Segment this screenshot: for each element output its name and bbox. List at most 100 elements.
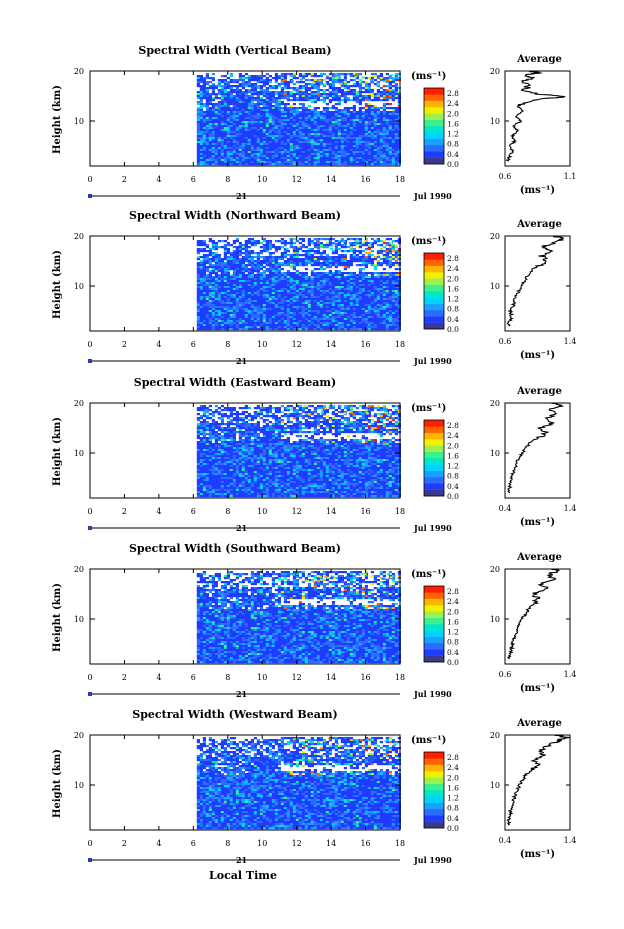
colorbar-segment bbox=[424, 649, 444, 656]
colorbar-tick-label: 1.6 bbox=[447, 784, 459, 793]
plot-frame bbox=[89, 70, 401, 167]
avg-y-tick-label: 10 bbox=[490, 781, 500, 790]
x-tick-label: 12 bbox=[292, 507, 302, 516]
avg-x-tick-label: 0.4 bbox=[499, 504, 512, 513]
x-tick-label: 2 bbox=[122, 673, 127, 682]
colorbar-segment bbox=[424, 145, 444, 152]
colorbar-tick-label: 2.0 bbox=[447, 441, 459, 450]
y-tick-label: 10 bbox=[74, 449, 84, 458]
colorbar-segment bbox=[424, 489, 444, 497]
x-tick-label: 18 bbox=[395, 175, 405, 184]
colorbar-segment bbox=[424, 432, 444, 440]
day-marker bbox=[88, 692, 92, 696]
colorbar-tick-label: 0.8 bbox=[447, 638, 459, 647]
average-profile-line bbox=[507, 402, 564, 494]
avg-x-tick-label: 0.6 bbox=[499, 337, 512, 346]
panel-3: Spectral Width (Southward Beam)1020Heigh… bbox=[52, 542, 576, 699]
x-tick-label: 14 bbox=[326, 839, 336, 848]
colorbar-segment bbox=[424, 88, 444, 95]
date-label: Jul 1990 bbox=[413, 855, 452, 865]
colorbar-segment bbox=[424, 611, 444, 618]
x-tick-label: 18 bbox=[395, 673, 405, 682]
panel-title: Spectral Width (Westward Beam) bbox=[132, 708, 337, 721]
colorbar-segment bbox=[424, 310, 444, 317]
x-tick-label: 6 bbox=[191, 673, 196, 682]
colorbar-segment bbox=[424, 655, 444, 663]
plot-frame bbox=[89, 568, 401, 665]
avg-x-tick-label: 1.4 bbox=[564, 504, 577, 513]
day-label: 21 bbox=[236, 689, 247, 699]
colorbar-tick-label: 2.0 bbox=[447, 773, 459, 782]
x-tick-label: 10 bbox=[257, 839, 267, 848]
x-tick-label: 18 bbox=[395, 839, 405, 848]
colorbar-tick-label: 2.8 bbox=[447, 254, 459, 263]
x-tick-label: 18 bbox=[395, 507, 405, 516]
average-unit-label: (ms⁻¹) bbox=[520, 350, 555, 361]
colorbar-segment bbox=[424, 119, 444, 127]
colorbar-frame bbox=[423, 252, 445, 330]
avg-y-tick-label: 10 bbox=[490, 449, 500, 458]
colorbar-segment bbox=[424, 297, 444, 304]
colorbar-segment bbox=[424, 796, 444, 803]
colorbar-unit-label: (ms⁻¹) bbox=[411, 735, 446, 746]
heatmap-cells bbox=[196, 73, 401, 166]
y-axis-label: Height (km) bbox=[52, 583, 63, 652]
x-tick-label: 6 bbox=[191, 507, 196, 516]
colorbar-segment bbox=[424, 758, 444, 765]
y-axis-label: Height (km) bbox=[52, 250, 63, 319]
colorbar-tick-label: 1.2 bbox=[447, 462, 459, 471]
date-label: Jul 1990 bbox=[413, 191, 452, 201]
date-label: Jul 1990 bbox=[413, 523, 452, 533]
day-label: 21 bbox=[236, 191, 247, 201]
average-unit-label: (ms⁻¹) bbox=[520, 185, 555, 196]
colorbar-tick-label: 1.2 bbox=[447, 794, 459, 803]
x-tick-label: 12 bbox=[292, 175, 302, 184]
avg-x-tick-label: 1.4 bbox=[564, 670, 577, 679]
average-frame bbox=[504, 70, 571, 167]
colorbar-segment bbox=[424, 802, 444, 810]
panel-1: Spectral Width (Northward Beam)1020Heigh… bbox=[52, 209, 576, 366]
colorbar-tick-label: 1.6 bbox=[447, 285, 459, 294]
colorbar-segment bbox=[424, 636, 444, 644]
colorbar-segment bbox=[424, 458, 444, 465]
colorbar-segment bbox=[424, 138, 444, 146]
average-title: Average bbox=[516, 54, 562, 65]
colorbar-tick-label: 0.0 bbox=[447, 492, 459, 501]
colorbar-segment bbox=[424, 617, 444, 625]
average-frame bbox=[504, 568, 571, 665]
x-tick-label: 10 bbox=[257, 175, 267, 184]
colorbar-tick-label: 1.6 bbox=[447, 452, 459, 461]
average-unit-label: (ms⁻¹) bbox=[520, 683, 555, 694]
date-label: Jul 1990 bbox=[413, 356, 452, 366]
day-marker bbox=[88, 858, 92, 862]
x-axis-label: Local Time bbox=[209, 869, 277, 882]
colorbar-tick-label: 1.2 bbox=[447, 130, 459, 139]
colorbar-tick-label: 0.4 bbox=[447, 482, 459, 491]
colorbar-frame bbox=[423, 419, 445, 497]
x-tick-label: 14 bbox=[326, 507, 336, 516]
x-tick-label: 4 bbox=[156, 175, 161, 184]
colorbar-tick-label: 1.6 bbox=[447, 120, 459, 129]
colorbar-segment bbox=[424, 630, 444, 637]
date-label: Jul 1990 bbox=[413, 689, 452, 699]
colorbar-segment bbox=[424, 771, 444, 778]
x-tick-label: 16 bbox=[360, 839, 370, 848]
x-tick-label: 0 bbox=[87, 673, 92, 682]
x-tick-label: 2 bbox=[122, 340, 127, 349]
x-tick-label: 0 bbox=[87, 507, 92, 516]
x-tick-label: 14 bbox=[326, 673, 336, 682]
x-tick-label: 12 bbox=[292, 673, 302, 682]
colorbar-segment bbox=[424, 643, 444, 650]
colorbar-unit-label: (ms⁻¹) bbox=[411, 236, 446, 247]
average-unit-label: (ms⁻¹) bbox=[520, 849, 555, 860]
colorbar-tick-label: 2.0 bbox=[447, 274, 459, 283]
y-tick-label: 10 bbox=[74, 615, 84, 624]
colorbar-segment bbox=[424, 598, 444, 606]
colorbar-unit-label: (ms⁻¹) bbox=[411, 71, 446, 82]
plot-frame bbox=[89, 235, 401, 332]
x-tick-label: 14 bbox=[326, 340, 336, 349]
colorbar-segment bbox=[424, 764, 444, 772]
average-frame bbox=[504, 402, 571, 499]
colorbar-tick-label: 0.8 bbox=[447, 305, 459, 314]
colorbar-tick-label: 1.2 bbox=[447, 295, 459, 304]
